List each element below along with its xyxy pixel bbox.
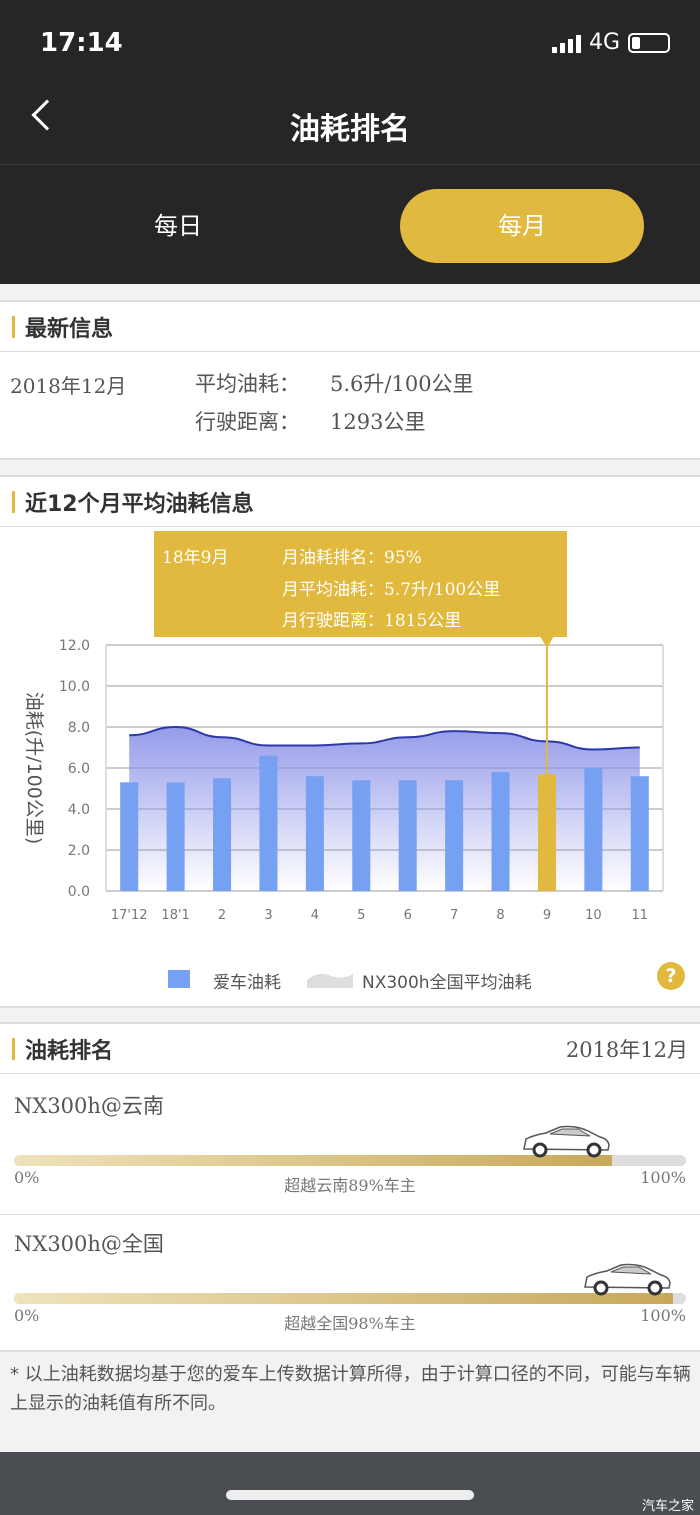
help-icon[interactable]: ? xyxy=(657,962,685,990)
page-title: 油耗排名 xyxy=(290,112,410,147)
x-tick-label: 2 xyxy=(218,908,226,923)
battery-icon xyxy=(628,32,670,53)
avg-value: 5.6升/100公里 xyxy=(330,372,474,396)
fuel-bar xyxy=(352,780,371,891)
rank-text: 超越全国98%车主 xyxy=(284,1314,416,1333)
fuel-bar xyxy=(445,780,464,891)
x-tick-label: 11 xyxy=(632,908,649,923)
average-area xyxy=(129,727,640,891)
fuel-bar xyxy=(584,768,603,891)
legend-area-swatch xyxy=(307,973,353,988)
fuel-bar xyxy=(630,776,649,891)
dist-value: 1293公里 xyxy=(330,410,426,434)
rank-name: NX300h@云南 xyxy=(14,1094,164,1118)
fuel-bar xyxy=(166,782,185,891)
car-icon xyxy=(583,1263,671,1296)
fuel-chart: 0.0 2.0 4.0 6.0 8.0 10.0 12.0 17'12 18'1 2 3 4 5 6 7 8 9… xyxy=(23,635,664,923)
fuel-bar xyxy=(120,782,139,891)
y-tick-label: 12.0 xyxy=(59,638,90,654)
car-icon xyxy=(523,1125,610,1158)
x-tick-label: 10 xyxy=(585,908,602,923)
fuel-bar xyxy=(537,774,556,891)
fuel-bar xyxy=(398,780,417,891)
tooltip-avg: 月平均油耗：5.7升/100公里 xyxy=(282,580,501,600)
x-tick-label: 18'1 xyxy=(161,908,189,923)
watermark: 汽车之家 xyxy=(641,1499,694,1514)
section-title: 油耗排名 xyxy=(25,1038,114,1064)
tab-daily[interactable]: 每日 xyxy=(154,212,202,240)
tooltip-rank: 月油耗排名：95% xyxy=(282,548,422,568)
tooltip-month: 18年9月 xyxy=(162,548,229,568)
fuel-bar xyxy=(491,772,510,891)
section-title: 最新信息 xyxy=(25,316,114,342)
average-line xyxy=(129,725,640,751)
home-indicator[interactable] xyxy=(226,1490,474,1500)
y-tick-label: 10.0 xyxy=(59,679,90,695)
section-title: 近12个月平均油耗信息 xyxy=(25,491,254,517)
rank-text: 超越云南89%车主 xyxy=(284,1176,416,1195)
signal-icon xyxy=(551,33,581,53)
rank-max: 100% xyxy=(640,1306,686,1325)
tooltip-pointer xyxy=(539,636,554,648)
fuel-bar xyxy=(305,776,324,891)
rank-min: 0% xyxy=(14,1168,40,1187)
status-time: 17:14 xyxy=(40,28,123,58)
x-tick-label: 9 xyxy=(543,908,551,923)
rank-min: 0% xyxy=(14,1306,40,1325)
y-tick-label: 2.0 xyxy=(68,843,90,859)
rank-progress xyxy=(14,1293,686,1304)
legend-bar-swatch xyxy=(168,970,190,988)
legend-bar-label: 爱车油耗 xyxy=(213,973,281,993)
rank-progress xyxy=(14,1155,686,1166)
disclaimer-note: * 以上油耗数据均基于您的爱车上传数据计算所得，由于计算口径的不同，可能与车辆上… xyxy=(10,1364,691,1414)
x-tick-label: 6 xyxy=(404,908,412,923)
y-tick-label: 4.0 xyxy=(68,802,90,818)
bottom-bar xyxy=(0,1452,700,1515)
x-tick-label: 8 xyxy=(496,908,504,923)
tooltip-dist: 月行驶距离：1815公里 xyxy=(282,611,462,631)
latest-info-card: 最新信息 2018年12月 平均油耗： 5.6升/100公里 行驶距离： 129… xyxy=(0,300,700,460)
x-tick-label: 17'12 xyxy=(111,908,148,923)
y-tick-label: 6.0 xyxy=(68,761,90,777)
fuel-bar xyxy=(213,778,232,891)
x-tick-label: 3 xyxy=(264,908,272,923)
y-tick-label: 0.0 xyxy=(68,884,90,900)
latest-month: 2018年12月 xyxy=(10,374,127,398)
x-tick-label: 5 xyxy=(357,908,365,923)
network-label: 4G xyxy=(588,30,620,55)
x-tick-label: 4 xyxy=(311,908,319,923)
top-bar: 17:14 4G 油耗排名 每日 每月 xyxy=(0,0,700,284)
rank-max: 100% xyxy=(640,1168,686,1187)
rank-name: NX300h@全国 xyxy=(14,1232,164,1256)
y-axis-label: 油耗(升/100公里) xyxy=(23,692,45,845)
fuel-bar xyxy=(259,755,278,891)
status-icons: 4G xyxy=(551,30,670,55)
chart-tooltip: 18年9月 月油耗排名：95% 月平均油耗：5.7升/100公里 月行驶距离：1… xyxy=(154,531,567,637)
dist-label: 行驶距离： xyxy=(195,410,300,434)
legend-area-label: NX300h全国平均油耗 xyxy=(362,973,532,993)
ranking-month: 2018年12月 xyxy=(565,1037,688,1062)
tab-monthly[interactable]: 每月 xyxy=(400,189,644,263)
x-tick-label: 7 xyxy=(450,908,458,923)
avg-label: 平均油耗： xyxy=(195,372,300,396)
y-tick-label: 8.0 xyxy=(68,720,90,736)
